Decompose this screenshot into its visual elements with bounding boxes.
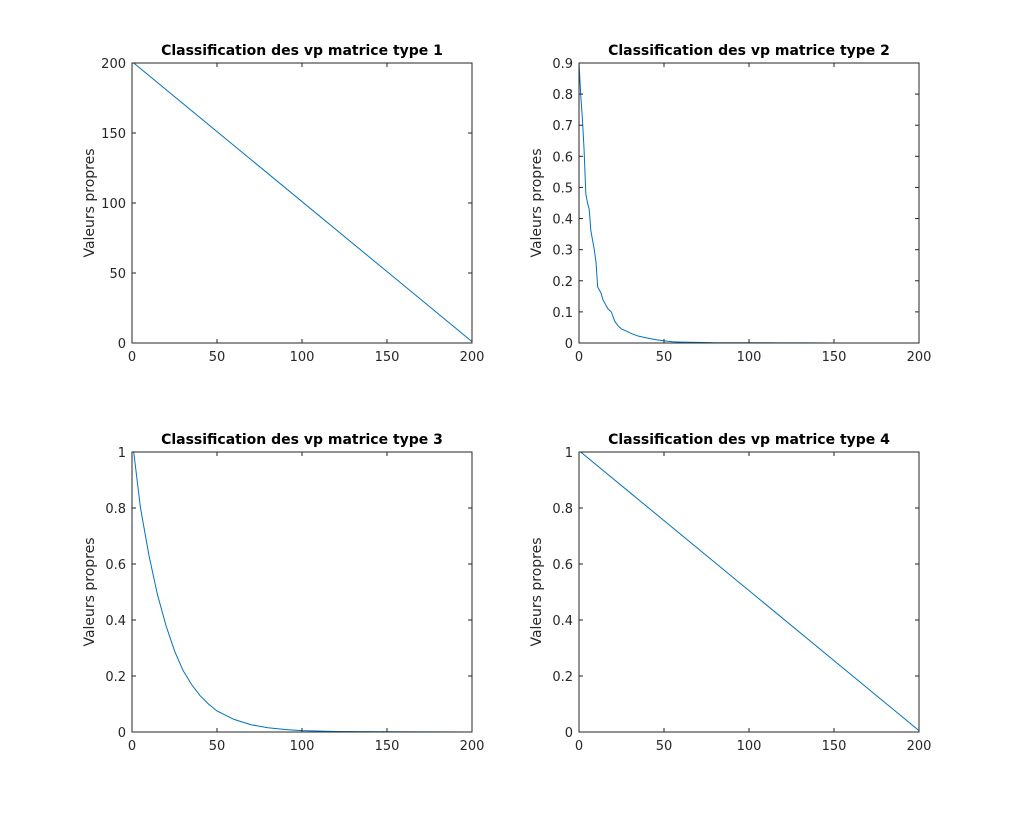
y-axis-label: Valeurs propres bbox=[529, 148, 545, 257]
chart-title: Classification des vp matrice type 1 bbox=[161, 43, 443, 59]
x-tick-label: 100 bbox=[737, 350, 762, 365]
y-tick-label: 0.8 bbox=[552, 88, 573, 103]
y-tick-label: 50 bbox=[109, 267, 126, 282]
series-line bbox=[578, 62, 920, 344]
y-tick-label: 1 bbox=[565, 446, 573, 461]
y-tick-label: 0 bbox=[118, 337, 126, 352]
x-tick-label: 200 bbox=[460, 739, 485, 754]
x-tick-label: 0 bbox=[575, 350, 583, 365]
y-tick-label: 0 bbox=[118, 726, 126, 741]
x-tick-label: 200 bbox=[907, 350, 932, 365]
y-axis-label: Valeurs propres bbox=[529, 537, 545, 646]
x-tick-label: 100 bbox=[290, 739, 315, 754]
chart-title: Classification des vp matrice type 4 bbox=[608, 432, 890, 448]
y-tick-label: 0.2 bbox=[105, 670, 126, 685]
plot-area bbox=[132, 452, 472, 732]
x-tick-label: 50 bbox=[656, 350, 673, 365]
subplot-4: 0 50 100 150 200 0 0.2 0.4 0.6 0.8 1 Classification… bbox=[529, 432, 931, 754]
chart-title: Classification des vp matrice type 2 bbox=[608, 43, 890, 59]
x-tick-label: 0 bbox=[575, 739, 583, 754]
x-tick-label: 100 bbox=[737, 739, 762, 754]
y-axis-label: Valeurs propres bbox=[82, 148, 98, 257]
x-tick-label: 50 bbox=[209, 739, 226, 754]
y-tick-label: 0.8 bbox=[552, 502, 573, 517]
y-tick-label: 200 bbox=[101, 57, 126, 72]
y-axis-label: Valeurs propres bbox=[82, 537, 98, 646]
subplot-1: 0 50 100 150 200 0 50 100 150 200 Classification d… bbox=[82, 43, 484, 365]
y-tick-label: 100 bbox=[101, 197, 126, 212]
y-tick-label: 0.2 bbox=[552, 670, 573, 685]
y-tick-label: 150 bbox=[101, 127, 126, 142]
x-tick-label: 200 bbox=[907, 739, 932, 754]
plot-area bbox=[579, 63, 919, 343]
y-tick-label: 1 bbox=[118, 446, 126, 461]
y-tick-label: 0.2 bbox=[552, 275, 573, 290]
y-tick-label: 0.5 bbox=[552, 181, 573, 196]
y-tick-label: 0.9 bbox=[552, 57, 573, 72]
y-tick-label: 0.1 bbox=[552, 306, 573, 321]
x-tick-label: 200 bbox=[460, 350, 485, 365]
x-tick-label: 100 bbox=[290, 350, 315, 365]
series-line bbox=[133, 62, 473, 342]
x-tick-label: 150 bbox=[822, 739, 847, 754]
chart-title: Classification des vp matrice type 3 bbox=[161, 432, 443, 448]
series-line bbox=[580, 451, 920, 731]
y-tick-label: 0.7 bbox=[552, 119, 573, 134]
x-tick-label: 50 bbox=[209, 350, 226, 365]
x-tick-label: 0 bbox=[128, 350, 136, 365]
subplot-2: 0 50 100 150 200 0 0.1 0.2 0.3 0.4 0.5 0.6 0.7 0.8 0.9… bbox=[529, 43, 931, 365]
x-tick-label: 150 bbox=[822, 350, 847, 365]
y-tick-label: 0.6 bbox=[552, 150, 573, 165]
plot-area bbox=[132, 63, 472, 343]
x-tick-label: 150 bbox=[375, 350, 400, 365]
y-tick-label: 0.4 bbox=[552, 213, 573, 228]
y-tick-label: 0.4 bbox=[105, 614, 126, 629]
y-tick-label: 0.4 bbox=[552, 614, 573, 629]
x-tick-label: 0 bbox=[128, 739, 136, 754]
y-tick-label: 0.6 bbox=[105, 558, 126, 573]
subplot-3: 0 50 100 150 200 0 0.2 0.4 0.6 0.8 1 Classification… bbox=[82, 432, 484, 754]
y-tick-label: 0.3 bbox=[552, 244, 573, 259]
plot-area bbox=[579, 452, 919, 732]
y-tick-label: 0 bbox=[565, 337, 573, 352]
x-tick-label: 50 bbox=[656, 739, 673, 754]
y-tick-label: 0.8 bbox=[105, 502, 126, 517]
y-tick-label: 0 bbox=[565, 726, 573, 741]
x-tick-label: 150 bbox=[375, 739, 400, 754]
y-tick-label: 0.6 bbox=[552, 558, 573, 573]
